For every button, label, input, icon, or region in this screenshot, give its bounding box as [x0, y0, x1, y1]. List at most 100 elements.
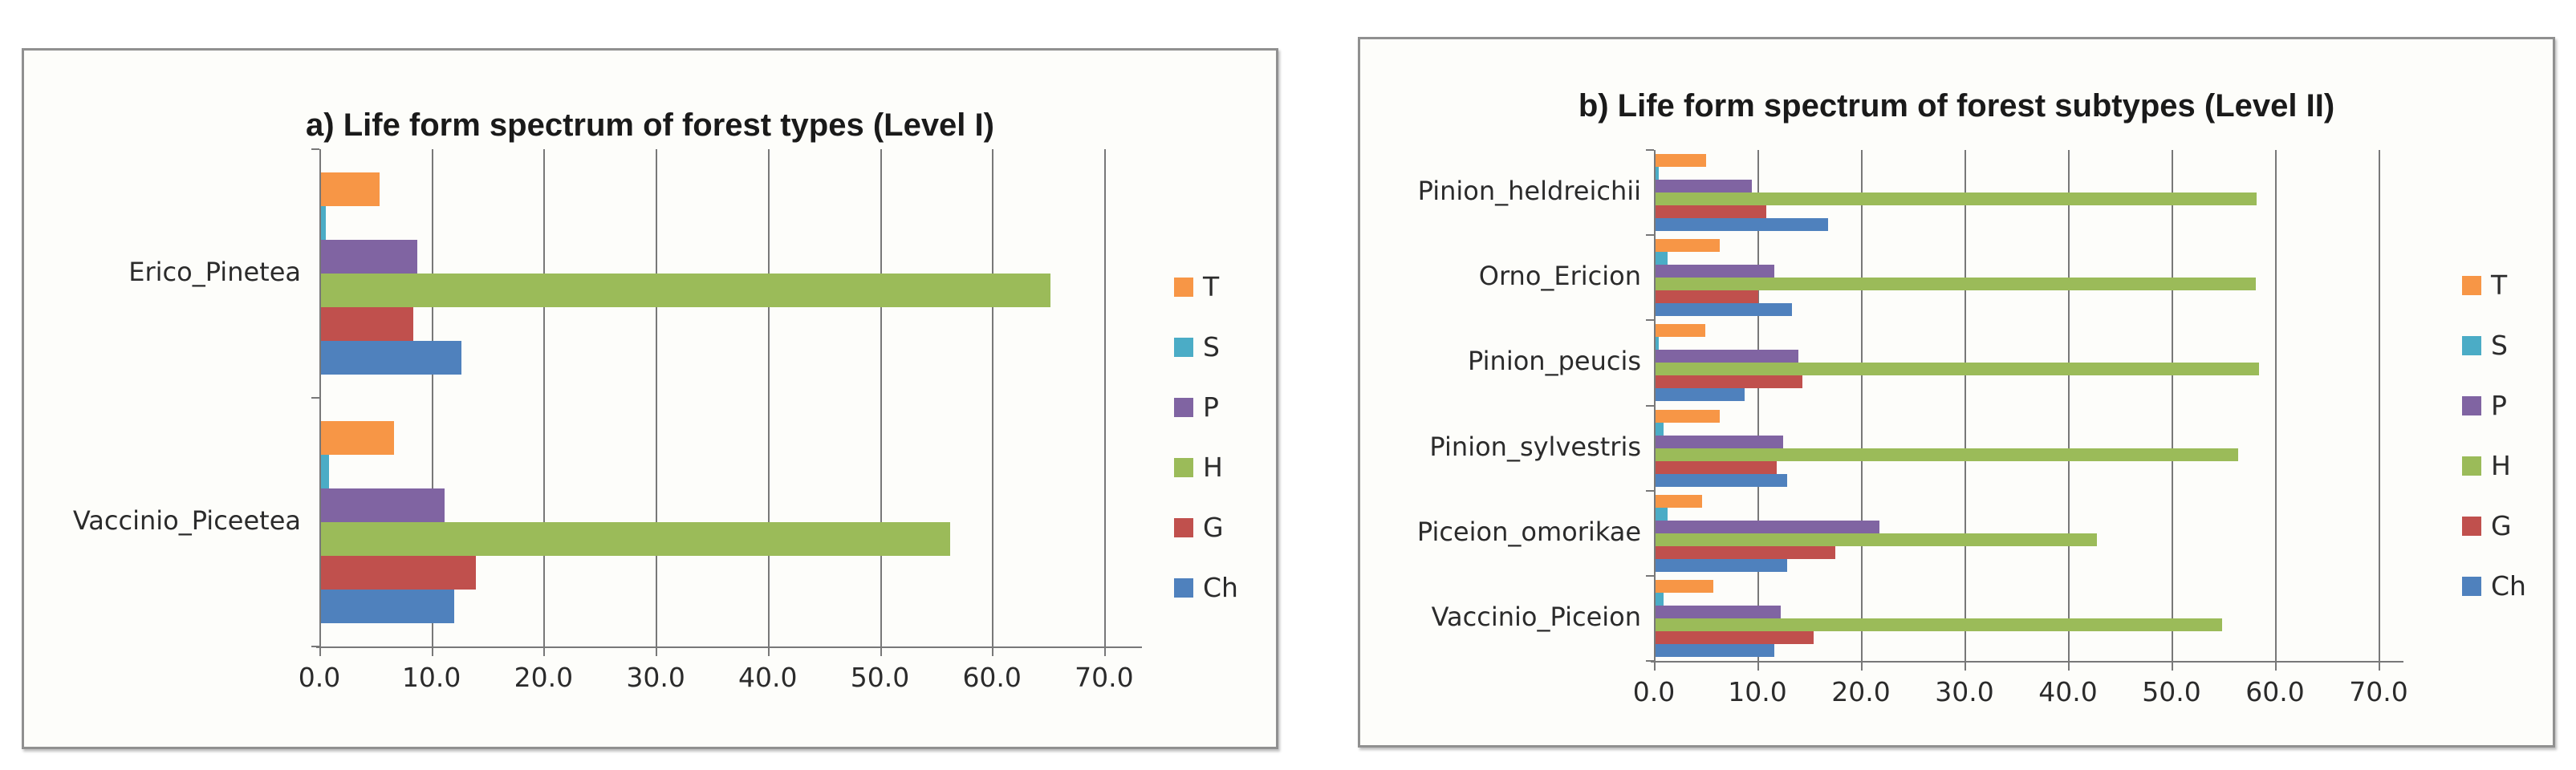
bar-T-Pinion_heldreichii [1656, 154, 1706, 168]
x-axis-line [316, 646, 1142, 648]
legend-label-Ch: Ch [1203, 572, 1238, 603]
gridline-60 [2275, 150, 2277, 661]
legend-swatch-Ch [2462, 577, 2481, 596]
x-tick-label: 70.0 [2349, 676, 2408, 707]
x-tick-label: 40.0 [738, 662, 798, 693]
bar-H-Pinion_peucis [1656, 363, 2259, 376]
chart-panel-a: a) Life form spectrum of forest types (L… [22, 48, 1278, 749]
bar-S-Erico_Pinetea [321, 206, 326, 240]
category-label: Vaccinio_Piceetea [72, 505, 301, 536]
bar-G-Orno_Ericion [1656, 290, 1758, 304]
bar-P-Vaccinio_Piceetea [321, 488, 445, 522]
x-axis-tick [880, 648, 882, 656]
x-tick-label: 10.0 [401, 662, 461, 693]
x-axis-tick [1861, 663, 1863, 671]
x-axis-tick [656, 648, 658, 656]
legend-label-S: S [2491, 330, 2508, 361]
legend-label-G: G [2491, 510, 2512, 541]
category-label: Vaccinio_Piceion [1431, 601, 1641, 632]
legend-swatch-T [2462, 276, 2481, 295]
legend-swatch-S [1174, 338, 1193, 357]
bar-Ch-Orno_Ericion [1656, 303, 1792, 317]
gridline-10 [1757, 150, 1759, 661]
x-tick-label: 50.0 [850, 662, 910, 693]
bar-T-Pinion_sylvestris [1656, 409, 1720, 423]
category-label: Pinion_peucis [1468, 346, 1641, 377]
gridline-50 [2172, 150, 2173, 661]
x-axis-tick [431, 648, 433, 656]
legend-label-T: T [2491, 270, 2508, 301]
y-axis-tick [1646, 319, 1654, 322]
gridline-20 [543, 149, 546, 646]
x-tick-label: 70.0 [1075, 662, 1134, 693]
x-axis-tick [2275, 663, 2277, 671]
bar-S-Pinion_heldreichii [1656, 167, 1659, 180]
x-axis-tick [1654, 663, 1656, 671]
x-axis-tick [1965, 663, 1966, 671]
bar-H-Pinion_heldreichii [1656, 192, 2257, 206]
legend-label-G: G [1203, 512, 1224, 543]
bar-H-Vaccinio_Piceion [1656, 618, 2222, 631]
gridline-40 [767, 149, 770, 646]
bar-S-Piceion_omorikae [1656, 507, 1668, 521]
x-axis-tick [2172, 663, 2173, 671]
legend-swatch-P [1174, 398, 1193, 417]
chart-panel-b: b) Life form spectrum of forest subtypes… [1358, 37, 2555, 748]
gridline-50 [880, 149, 882, 646]
bar-G-Vaccinio_Piceion [1656, 630, 1814, 644]
bar-T-Vaccinio_Piceion [1656, 579, 1713, 593]
gridline-70 [2379, 150, 2380, 661]
gridline-30 [1965, 150, 1966, 661]
bar-S-Vaccinio_Piceion [1656, 592, 1664, 606]
gridline-20 [1861, 150, 1863, 661]
bar-H-Erico_Pinetea [321, 274, 1050, 307]
bar-T-Vaccinio_Piceetea [321, 421, 394, 455]
category-label: Orno_Ericion [1478, 261, 1641, 292]
x-axis-tick [543, 648, 546, 656]
gridline-70 [1103, 149, 1106, 646]
bar-H-Orno_Ericion [1656, 278, 2256, 291]
y-axis-line [319, 149, 321, 646]
x-axis-tick [1757, 663, 1759, 671]
category-label: Piceion_omorikae [1416, 516, 1641, 547]
bar-P-Pinion_heldreichii [1656, 180, 1752, 193]
bar-S-Pinion_sylvestris [1656, 422, 1664, 436]
x-axis-tick [992, 648, 994, 656]
legend-label-P: P [2491, 390, 2507, 421]
bar-Ch-Pinion_sylvestris [1656, 473, 1787, 487]
y-axis-tick [1646, 234, 1654, 237]
x-axis-tick [767, 648, 770, 656]
y-axis-tick [311, 397, 319, 399]
legend-swatch-T [1174, 278, 1193, 297]
x-axis-line [1651, 661, 2403, 663]
bar-P-Vaccinio_Piceion [1656, 605, 1781, 618]
bar-G-Pinion_heldreichii [1656, 205, 1766, 219]
legend-swatch-S [2462, 336, 2481, 355]
y-axis-tick [1646, 404, 1654, 407]
bar-H-Piceion_omorikae [1656, 533, 2097, 546]
bar-Ch-Pinion_peucis [1656, 388, 1745, 402]
bar-T-Pinion_peucis [1656, 324, 1705, 338]
bar-Ch-Erico_Pinetea [321, 341, 461, 375]
legend-swatch-H [1174, 458, 1193, 477]
bar-P-Pinion_peucis [1656, 350, 1798, 363]
bar-T-Erico_Pinetea [321, 172, 380, 206]
x-axis-tick [319, 648, 321, 656]
legend-swatch-G [2462, 517, 2481, 536]
chart-a-title: a) Life form spectrum of forest types (L… [306, 107, 994, 144]
bar-T-Orno_Ericion [1656, 239, 1720, 253]
x-tick-label: 60.0 [962, 662, 1022, 693]
bar-G-Vaccinio_Piceetea [321, 556, 476, 590]
bar-H-Pinion_sylvestris [1656, 448, 2238, 461]
bar-Ch-Vaccinio_Piceetea [321, 590, 454, 623]
bar-P-Erico_Pinetea [321, 240, 417, 274]
bar-G-Piceion_omorikae [1656, 545, 1835, 559]
category-label: Erico_Pinetea [128, 257, 301, 287]
x-tick-label: 30.0 [626, 662, 685, 693]
gridline-40 [2068, 150, 2070, 661]
x-tick-label: 0.0 [1632, 676, 1676, 707]
legend-label-Ch: Ch [2491, 570, 2526, 602]
y-axis-tick [1646, 574, 1654, 577]
legend-swatch-G [1174, 518, 1193, 537]
y-axis-tick [1646, 149, 1654, 151]
